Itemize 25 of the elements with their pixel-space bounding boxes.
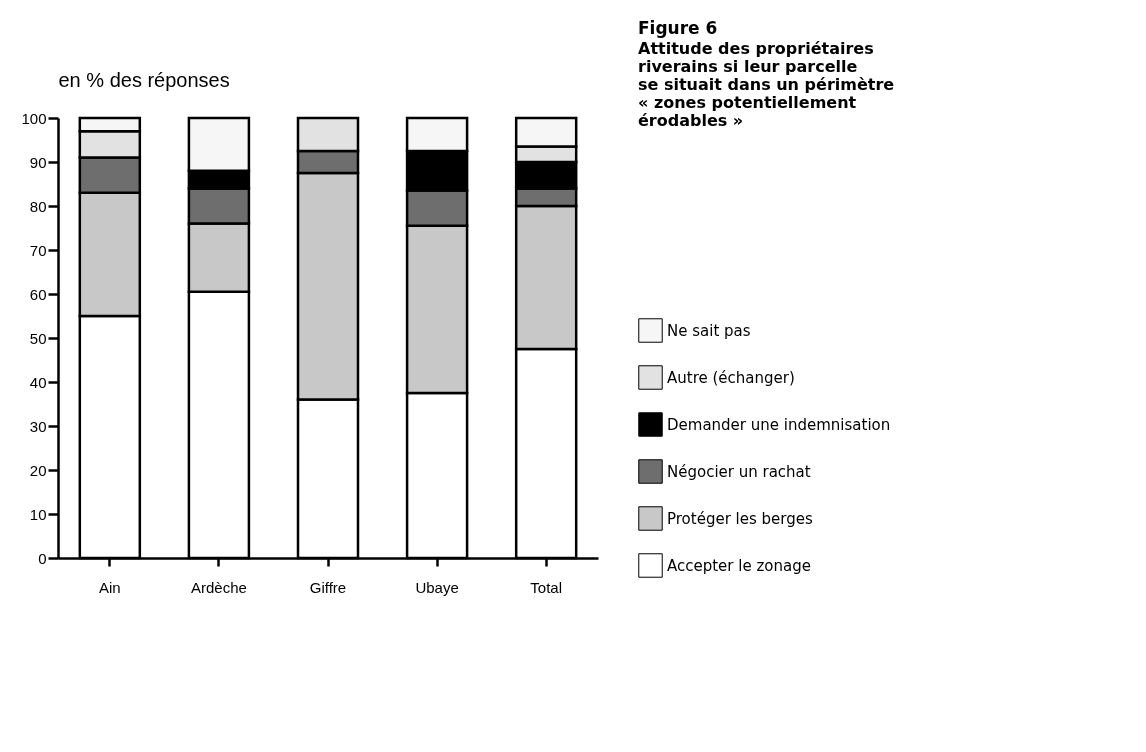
y-tick-label: 30 [29, 417, 47, 435]
y-tick-label: 100 [21, 109, 47, 127]
y-tick-label: 60 [29, 285, 47, 303]
legend-label: Ne sait pas [667, 321, 751, 340]
y-tick-label: 40 [29, 373, 47, 391]
text: Attitude des propriétaires riverains si leur parcelle se situait dans un périmètre « zones potentiellement érodables » [638, 39, 895, 130]
legend-label: Autre (échanger) [667, 368, 795, 387]
y-tick-label: 50 [29, 329, 47, 347]
legend-label: Accepter le zonage [667, 556, 811, 575]
x-tick-label: Ubaye [415, 578, 459, 596]
legend-label: Protéger les berges [667, 509, 813, 528]
y-tick-label: 10 [29, 505, 47, 523]
y-tick-label: 90 [29, 153, 47, 171]
legend-label: Négocier un rachat [667, 462, 811, 481]
x-tick-label: Total [530, 578, 563, 596]
y-tick-label: 20 [29, 461, 47, 479]
x-tick-label: Ardèche [190, 578, 247, 596]
y-axis-title: en % des réponses [58, 68, 230, 91]
y-tick-label: 70 [29, 241, 47, 259]
x-tick-label: Giffre [309, 578, 347, 596]
text: Figure 6 [638, 18, 718, 38]
legend-label: Demander une indemnisation [667, 415, 891, 434]
y-tick-label: 80 [29, 197, 47, 215]
x-tick-label: Ain [98, 578, 121, 596]
y-tick-label: 0 [38, 549, 47, 567]
